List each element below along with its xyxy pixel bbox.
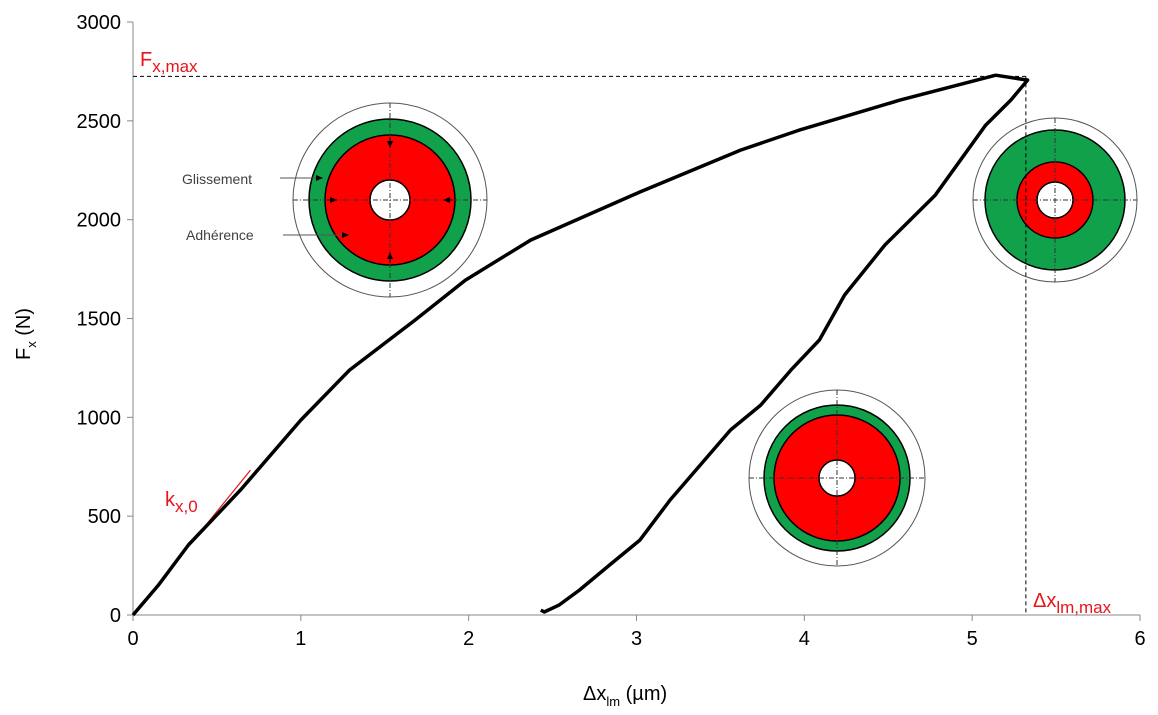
label-sub: lm,max <box>1056 598 1111 617</box>
y-tick-label: 3000 <box>77 12 122 34</box>
annotation: Δxlm (µm) <box>583 683 667 709</box>
diagram-label: Glissement <box>182 171 252 187</box>
label-rest: (µm) <box>620 683 667 705</box>
label-main: Δx <box>1033 590 1056 612</box>
y-tick-label: 1000 <box>77 407 122 429</box>
data-line <box>131 73 1030 617</box>
y-tick-label: 500 <box>88 506 121 528</box>
annotation: Fx,max <box>140 49 198 76</box>
y-tick-label: 1500 <box>77 309 122 331</box>
x-tick-label: 3 <box>631 628 642 650</box>
label-main: Δx <box>583 683 606 705</box>
label-sub: x <box>24 341 39 348</box>
y-tick-label: 0 <box>110 605 121 627</box>
x-tick-label: 1 <box>295 628 306 650</box>
annotation: Fx (N) <box>13 308 39 360</box>
y-tick-label: 2500 <box>77 111 122 133</box>
label-sub: lm <box>606 694 620 709</box>
label-main: F <box>13 348 35 360</box>
y-tick-label: 2000 <box>77 210 122 232</box>
annotation: Δxlm,max <box>1033 590 1112 617</box>
contact-diagram <box>748 389 926 567</box>
contact-diagram <box>972 117 1138 283</box>
contact-diagram: Glissement Adhérence <box>182 102 488 298</box>
x-tick-label: 5 <box>967 628 978 650</box>
x-tick-label: 6 <box>1134 628 1145 650</box>
x-tick-label: 0 <box>127 628 138 650</box>
label-main: F <box>140 49 152 71</box>
x-tick-label: 2 <box>463 628 474 650</box>
label-rest: (N) <box>13 308 35 341</box>
label-sub: x,max <box>152 57 198 76</box>
diagram-label: Adhérence <box>186 227 254 243</box>
x-tick-label: 4 <box>799 628 810 650</box>
label-sub: x,0 <box>175 497 198 516</box>
label-main: k <box>165 489 176 511</box>
annotation: kx,0 <box>165 489 198 516</box>
